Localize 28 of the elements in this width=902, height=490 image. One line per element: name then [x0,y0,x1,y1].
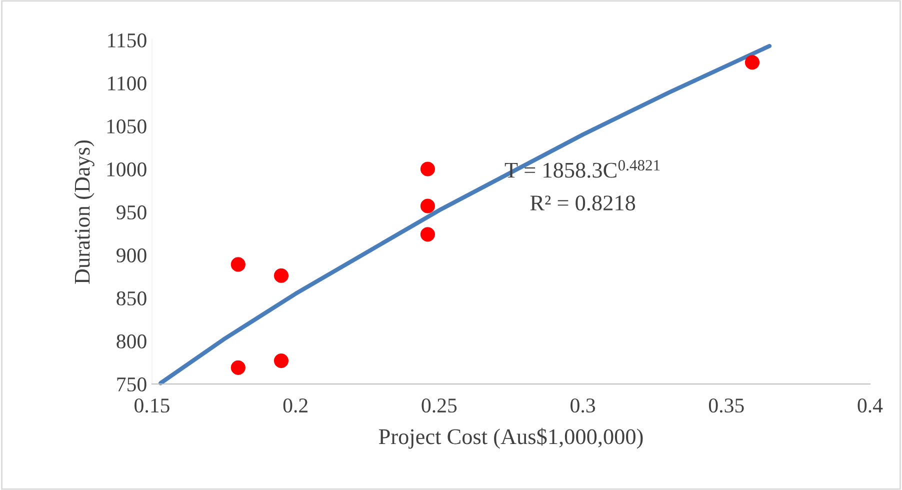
y-axis-title: Duration (Days) [74,140,94,284]
y-tick-label: 1100 [108,76,146,90]
point [744,55,760,70]
point [230,257,246,272]
annotation: T = 1858.3C$^{0.4821}$ [504,160,660,178]
x-tick-label: 0.15 [134,398,170,413]
y-tick-label: 850 [116,291,146,306]
y-tick-label: 800 [116,334,146,348]
point [420,227,435,242]
y-tick-label: 1150 [108,33,146,48]
point [274,353,289,368]
point [420,198,435,214]
annotation: R² = 0.8218 [530,196,636,211]
x-tick-label: 0.3 [570,398,596,413]
x-tick-label: 0.25 [422,398,457,413]
x-axis-title: Project Cost (Aus$1,000,000) [378,428,643,449]
x-tick-label: 0.35 [708,398,744,413]
point [274,268,289,283]
y-tick-label: 1000 [107,162,146,176]
line-series [158,44,772,386]
y-tick-label: 1050 [107,119,146,134]
x-tick-label: 0.4 [858,398,883,413]
y-tick-label: 950 [116,205,146,220]
point [230,360,246,375]
x-tick-label: 0.2 [283,398,308,413]
y-tick-label: 900 [116,248,146,262]
y-tick-label: 750 [117,377,146,392]
point [420,162,435,176]
